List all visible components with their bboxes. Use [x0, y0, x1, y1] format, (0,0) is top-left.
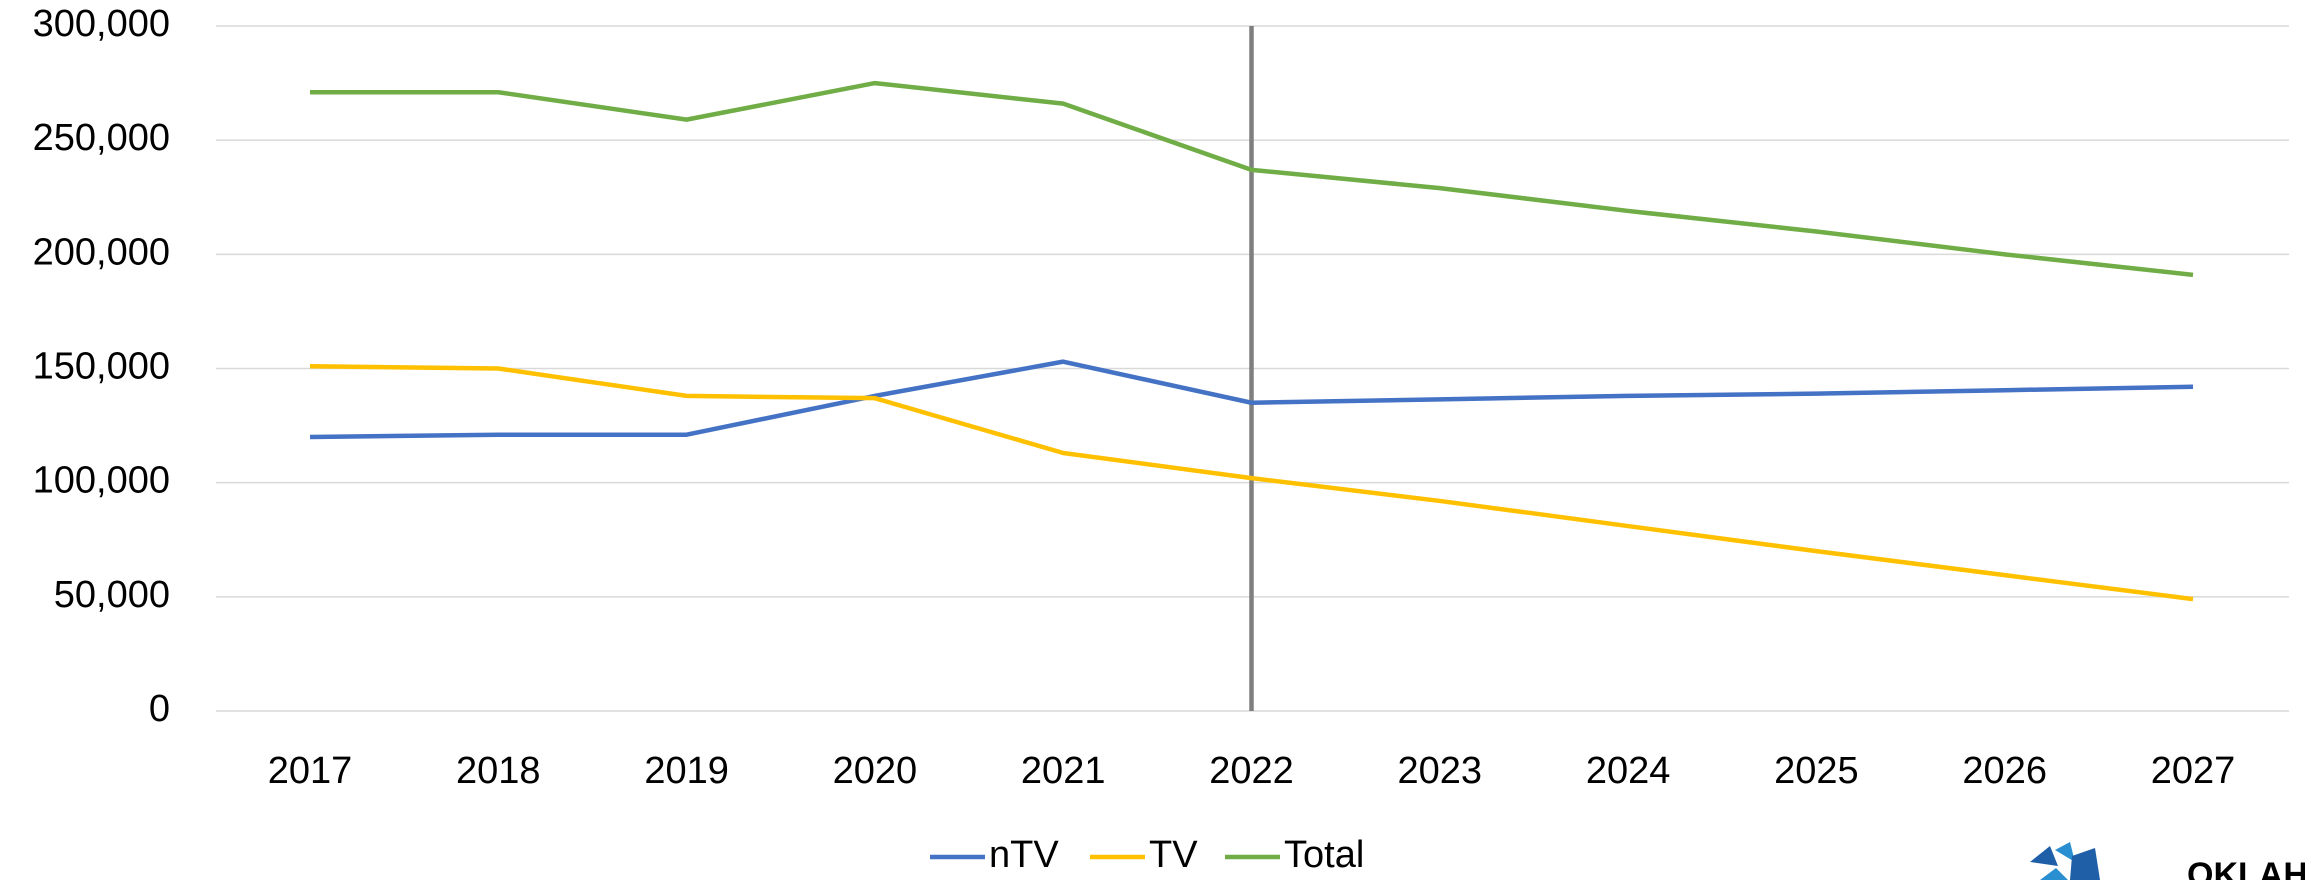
logo-icon	[2030, 842, 2100, 880]
x-tick-label: 2023	[1398, 750, 1483, 792]
y-tick-label: 100,000	[33, 460, 170, 502]
y-tick-label: 150,000	[33, 346, 170, 388]
x-tick-label: 2021	[1021, 750, 1106, 792]
y-tick-label: 0	[149, 688, 170, 730]
legend-label: nTV	[989, 834, 1059, 876]
x-tick-label: 2018	[456, 750, 541, 792]
x-tick-label: 2027	[2151, 750, 2236, 792]
line-series	[309, 363, 2194, 602]
line-series	[309, 359, 2194, 440]
legend-label: Total	[1284, 834, 1364, 876]
x-tick-label: 2026	[1962, 750, 2047, 792]
logo-text: OKLAHO	[2187, 856, 2305, 880]
y-tick-label: 50,000	[54, 574, 170, 616]
y-tick-label: 300,000	[33, 3, 170, 45]
x-tick-label: 2024	[1586, 750, 1671, 792]
x-tick-label: 2025	[1774, 750, 1859, 792]
legend-label: TV	[1149, 834, 1198, 876]
x-tick-label: 2022	[1209, 750, 1294, 792]
y-tick-label: 250,000	[33, 117, 170, 159]
x-tick-label: 2019	[644, 750, 729, 792]
y-tick-label: 200,000	[33, 231, 170, 273]
line-series	[310, 80, 2194, 278]
x-tick-label: 2020	[833, 750, 918, 792]
x-tick-label: 2017	[268, 750, 353, 792]
